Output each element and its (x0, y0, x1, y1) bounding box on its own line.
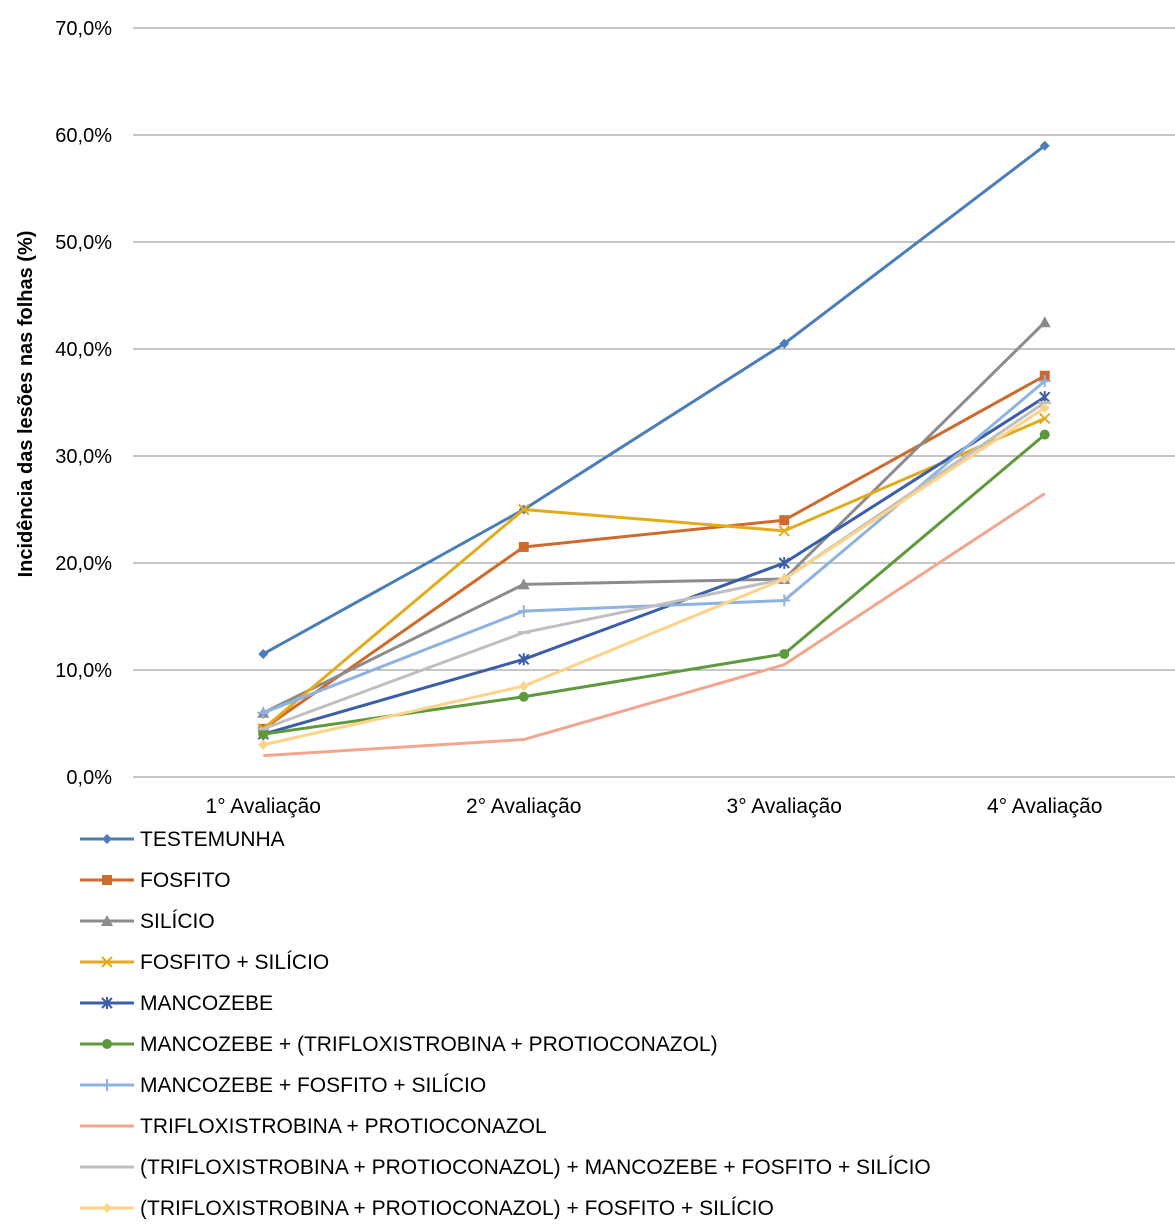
y-tick-label: 30,0% (55, 446, 112, 468)
legend-marker (102, 875, 112, 885)
legend-item: SILÍCIO (80, 910, 215, 933)
data-point (518, 503, 530, 516)
legend-item: (TRIFLOXISTROBINA + PROTIOCONAZOL) + MAN… (80, 1156, 931, 1179)
legend-item: MANCOZEBE + (TRIFLOXISTROBINA + PROTIOCO… (80, 1033, 718, 1056)
data-point (517, 578, 530, 590)
series-line (258, 402, 1050, 750)
legend-marker (101, 956, 113, 968)
data-point (1039, 412, 1051, 425)
y-tick-label: 10,0% (55, 660, 112, 682)
legend-marker (101, 915, 113, 926)
legend-label: FOSFITO (140, 869, 231, 892)
gridlines (133, 27, 1175, 778)
legend-label: MANCOZEBE (140, 992, 273, 1015)
x-axis-ticks: 1° Avaliação 2° Avaliação 3° Avaliação 4° A… (206, 795, 1103, 818)
data-point (778, 557, 790, 569)
series-lines (257, 140, 1051, 758)
y-axis-ticks: 0,0% 10,0% 20,0% 30,0% 40,0% 50,0% 60,0% 70,0% (55, 18, 112, 789)
data-point (779, 574, 790, 585)
y-axis-label: Incidência das lesões nas folhas (%) (15, 231, 37, 578)
data-point (257, 706, 270, 719)
legend-item: MANCOZEBE (80, 992, 273, 1015)
legend-label: (TRIFLOXISTROBINA + PROTIOCONAZOL) + FOS… (140, 1197, 774, 1219)
data-point (518, 681, 529, 692)
legend-label: MANCOZEBE + FOSFITO + SILÍCIO (140, 1074, 486, 1097)
series-line (263, 492, 1046, 758)
legend-marker (102, 1039, 112, 1049)
series-line (257, 401, 1051, 731)
series-path (262, 401, 1046, 731)
legend-item: FOSFITO (80, 869, 231, 892)
data-point (518, 691, 529, 702)
x-tick-label: 4° Avaliação (987, 795, 1102, 818)
series-path (262, 417, 1046, 730)
legend-label: TRIFLOXISTROBINA + PROTIOCONAZOL (140, 1115, 547, 1138)
legend-item: FOSFITO + SILÍCIO (80, 951, 329, 974)
data-point (258, 648, 269, 659)
y-tick-label: 40,0% (55, 339, 112, 361)
x-tick-label: 1° Avaliação (206, 795, 321, 818)
legend-marker (102, 834, 112, 844)
series-path (262, 379, 1046, 715)
data-point (779, 338, 790, 349)
legend-item: (TRIFLOXISTROBINA + PROTIOCONAZOL) + FOS… (80, 1197, 774, 1220)
data-point (1039, 140, 1050, 151)
legend-marker (101, 997, 113, 1009)
legend-marker (101, 1079, 113, 1091)
legend-label: SILÍCIO (140, 910, 215, 933)
data-point (518, 653, 530, 666)
y-tick-label: 0,0% (66, 767, 112, 789)
legend-item: MANCOZEBE + FOSFITO + SILÍCIO (80, 1074, 486, 1097)
data-point (517, 605, 530, 618)
legend-label: TESTEMUNHA (140, 828, 285, 851)
data-point (1038, 316, 1051, 328)
data-point (1039, 402, 1050, 413)
data-point (778, 594, 791, 607)
data-point (518, 541, 529, 552)
data-point (258, 739, 269, 750)
legend: TESTEMUNHA FOSFITO SILÍCIO FOSFITO + SILÍCI… (80, 828, 931, 1220)
legend-label: MANCOZEBE + (TRIFLOXISTROBINA + PROTIOCO… (140, 1033, 718, 1056)
y-tick-label: 50,0% (55, 232, 112, 254)
series-path (262, 321, 1046, 715)
x-tick-label: 2° Avaliação (466, 795, 581, 818)
x-tick-label: 3° Avaliação (727, 795, 842, 818)
data-point (258, 729, 269, 740)
series-path (262, 144, 1046, 656)
y-tick-label: 20,0% (55, 553, 112, 575)
legend-label: FOSFITO + SILÍCIO (140, 951, 329, 974)
series-path (262, 406, 1046, 747)
y-tick-label: 70,0% (55, 18, 112, 40)
y-tick-label: 60,0% (55, 125, 112, 147)
legend-item: TESTEMUNHA (80, 828, 285, 851)
legend-marker (102, 1203, 112, 1213)
data-point (1038, 375, 1051, 388)
series-path (262, 374, 1046, 731)
legend-item: TRIFLOXISTROBINA + PROTIOCONAZOL (80, 1115, 547, 1138)
series-path (262, 395, 1046, 736)
data-point (778, 525, 790, 537)
data-point (779, 648, 790, 659)
series-path (263, 492, 1046, 758)
legend-label: (TRIFLOXISTROBINA + PROTIOCONAZOL) + MAN… (140, 1156, 931, 1179)
series-line (257, 316, 1051, 718)
data-point (1039, 429, 1050, 440)
data-point (779, 515, 790, 526)
